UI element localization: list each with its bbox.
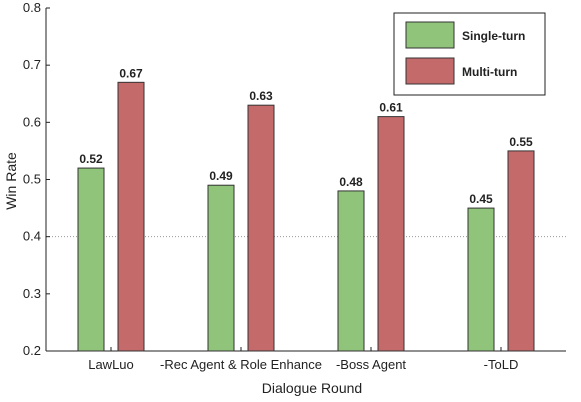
bar-multi-turn [507, 150, 535, 352]
bar-value-label: 0.67 [119, 66, 143, 80]
x-tick-label: -Rec Agent & Role Enhance [160, 357, 322, 372]
bar-value-label: 0.45 [469, 192, 493, 206]
bar-value-label: 0.48 [339, 175, 363, 189]
bar-value-label: 0.61 [379, 101, 403, 115]
y-tick-label: 0.4 [23, 229, 41, 244]
x-tick-label: -ToLD [484, 357, 519, 372]
x-axis-title: Dialogue Round [262, 380, 362, 396]
x-tick-label: -Boss Agent [336, 357, 406, 372]
legend: Single-turn Multi-turn [393, 12, 546, 96]
legend-label-single-turn: Single-turn [462, 29, 525, 43]
y-tick-label: 0.7 [23, 57, 41, 72]
y-tick-label: 0.8 [23, 0, 41, 15]
y-tick-label: 0.2 [23, 343, 41, 358]
bar-value-label: 0.49 [209, 169, 233, 183]
x-tick-label: LawLuo [88, 357, 134, 372]
y-tick-label: 0.6 [23, 114, 41, 129]
bar-multi-turn [377, 116, 405, 352]
bar-multi-turn [117, 81, 145, 352]
bar-value-label: 0.63 [249, 89, 273, 103]
bar-single-turn [207, 184, 235, 352]
legend-swatch-multi-turn [405, 57, 455, 85]
y-tick-label: 0.3 [23, 286, 41, 301]
legend-swatch-single-turn [405, 21, 455, 49]
plot-area: 0.2 0.3 0.4 0.5 0.6 0.7 0.8 0.52 0.67 LawLuo 0.49 0… [23, 0, 566, 372]
bar-value-label: 0.52 [79, 152, 103, 166]
bar-single-turn [337, 190, 365, 352]
y-axis-title: Win Rate [3, 152, 19, 210]
bar-single-turn [77, 167, 105, 352]
y-tick-label: 0.5 [23, 172, 41, 187]
bar-multi-turn [247, 104, 275, 352]
legend-label-multi-turn: Multi-turn [462, 65, 517, 79]
bar-value-label: 0.55 [509, 135, 533, 149]
bar-single-turn [467, 207, 495, 352]
